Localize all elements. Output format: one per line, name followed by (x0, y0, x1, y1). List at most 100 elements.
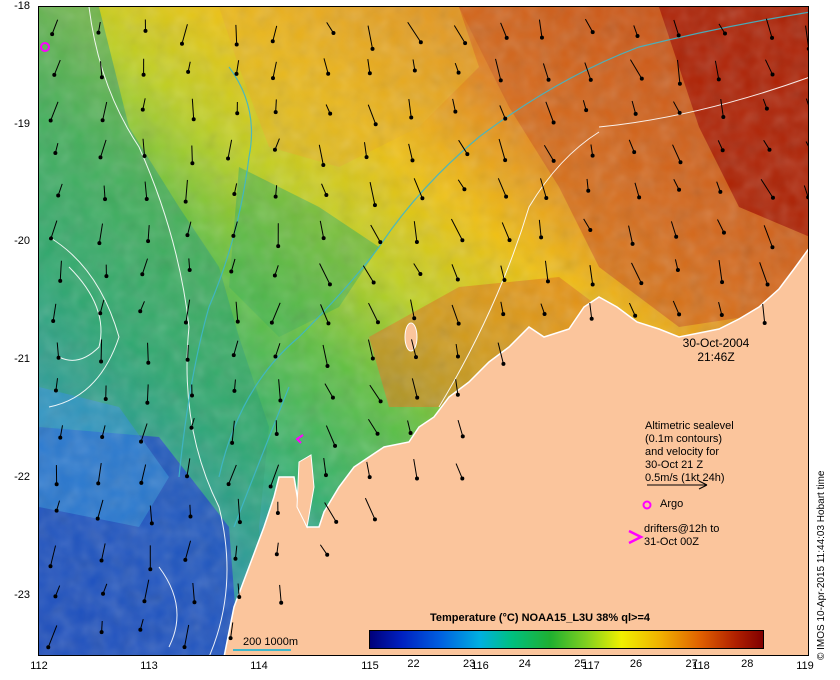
altimetry-legend: Altimetric sealevel (0.1m contours) and … (645, 420, 734, 485)
velocity-arrow-head (677, 187, 682, 192)
velocity-arrow (270, 464, 280, 487)
velocity-arrow (236, 60, 240, 74)
velocity-arrow-head (100, 434, 105, 439)
velocity-arrow (368, 302, 379, 323)
velocity-arrow (370, 224, 381, 243)
drifter-legend-icon (628, 529, 644, 545)
velocity-arrow (500, 22, 508, 39)
velocity-arrow-head (226, 156, 231, 161)
velocity-arrow (279, 584, 282, 603)
velocity-arrow-head (507, 238, 512, 243)
velocity-arrow-head (409, 115, 414, 120)
velocity-arrow-head (51, 318, 56, 323)
colorbar (369, 630, 764, 649)
velocity-arrow-head (765, 282, 770, 287)
velocity-arrow-head (279, 600, 284, 605)
velocity-arrow (714, 60, 720, 80)
velocity-arrow (672, 144, 681, 163)
velocity-arrow-head (762, 321, 767, 326)
velocity-arrow (455, 463, 463, 479)
velocity-arrow (363, 142, 368, 158)
velocity-arrow-head (228, 636, 233, 641)
velocity-arrow (319, 263, 331, 285)
velocity-arrow-head (146, 239, 151, 244)
velocity-arrow-head (56, 193, 61, 198)
velocity-arrow-head (274, 431, 279, 436)
velocity-arrow-head (633, 111, 638, 116)
velocity-arrow-head (455, 392, 460, 397)
velocity-arrow-head (53, 388, 58, 393)
velocity-arrow (97, 499, 104, 519)
velocity-arrow-head (635, 33, 640, 38)
velocity-arrow-head (590, 153, 595, 158)
drifter-legend: drifters@12h to 31-Oct 00Z (644, 523, 719, 549)
velocity-arrow (51, 19, 59, 35)
velocity-arrow-head (103, 396, 108, 401)
copyright-stamp: © IMOS 10-Apr-2015 11:44:03 Hobart time (786, 10, 827, 670)
velocity-arrow (764, 59, 773, 75)
velocity-arrow-head (418, 40, 423, 45)
velocity-arrow-head (770, 72, 775, 77)
argo-legend-icon (642, 500, 652, 510)
velocity-arrow (408, 143, 413, 161)
velocity-arrow-head (56, 355, 61, 360)
velocity-arrow-head (226, 482, 231, 487)
velocity-arrow (499, 105, 506, 119)
velocity-arrow-head (373, 122, 378, 127)
velocity-arrow-head (375, 431, 380, 436)
velocity-arrow-head (462, 187, 467, 192)
velocity-arrow-head (53, 150, 58, 155)
lat-label: -18 (14, 0, 30, 12)
velocity-arrow-head (455, 354, 460, 359)
velocity-arrow (497, 342, 504, 364)
velocity-arrow-head (412, 316, 417, 321)
velocity-arrow-head (138, 309, 143, 314)
velocity-arrow-head (584, 108, 589, 113)
velocity-arrow-head (378, 399, 383, 404)
velocity-arrow-head (232, 192, 237, 197)
velocity-arrow-head (542, 311, 547, 316)
velocity-arrow-head (677, 81, 682, 86)
velocity-arrow-head (456, 70, 461, 75)
velocity-arrow-head (190, 393, 195, 398)
velocity-arrow-head (272, 273, 277, 278)
velocity-arrow-head (237, 520, 242, 525)
velocity-arrow-head (367, 475, 372, 480)
velocity-arrow (544, 260, 549, 282)
velocity-arrow (235, 301, 239, 322)
velocity-arrow (677, 59, 681, 84)
velocity-arrow-head (333, 443, 338, 448)
velocity-arrow (272, 61, 277, 79)
velocity-arrow-head (140, 107, 145, 112)
drifter-line: 31-Oct 00Z (644, 536, 700, 548)
velocity-arrow (583, 218, 591, 231)
velocity-arrow (181, 24, 188, 44)
velocity-arrow-head (321, 163, 326, 168)
velocity-arrow-head (229, 269, 234, 274)
velocity-arrow (634, 182, 640, 198)
velocity-arrow-head (98, 155, 103, 160)
velocity-arrow-head (98, 311, 103, 316)
velocity-arrow-head (630, 241, 635, 246)
velocity-arrow (408, 99, 412, 118)
velocity-arrow (59, 425, 63, 438)
velocity-arrow-head (99, 558, 104, 563)
velocity-arrow (47, 625, 58, 648)
velocity-arrow-head (183, 199, 188, 204)
velocity-arrow (411, 339, 417, 358)
velocity-arrow (237, 583, 240, 598)
velocity-arrow-head (716, 77, 721, 82)
isobaths (178, 11, 808, 528)
velocity-arrow (103, 185, 106, 200)
velocity-arrow-head (677, 110, 682, 115)
velocity-scale-arrowhead (698, 480, 708, 490)
velocity-arrow (670, 221, 677, 237)
velocity-arrow (323, 457, 327, 476)
velocity-arrow-head (140, 272, 145, 277)
velocity-arrow-head (770, 195, 775, 200)
velocity-arrow (191, 98, 195, 120)
velocity-arrow-head (370, 46, 375, 51)
velocity-arrow (673, 19, 680, 36)
velocity-arrow-head (770, 245, 775, 250)
velocity-arrow-head (677, 312, 682, 317)
